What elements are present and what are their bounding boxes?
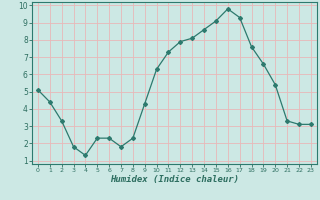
X-axis label: Humidex (Indice chaleur): Humidex (Indice chaleur) xyxy=(110,175,239,184)
